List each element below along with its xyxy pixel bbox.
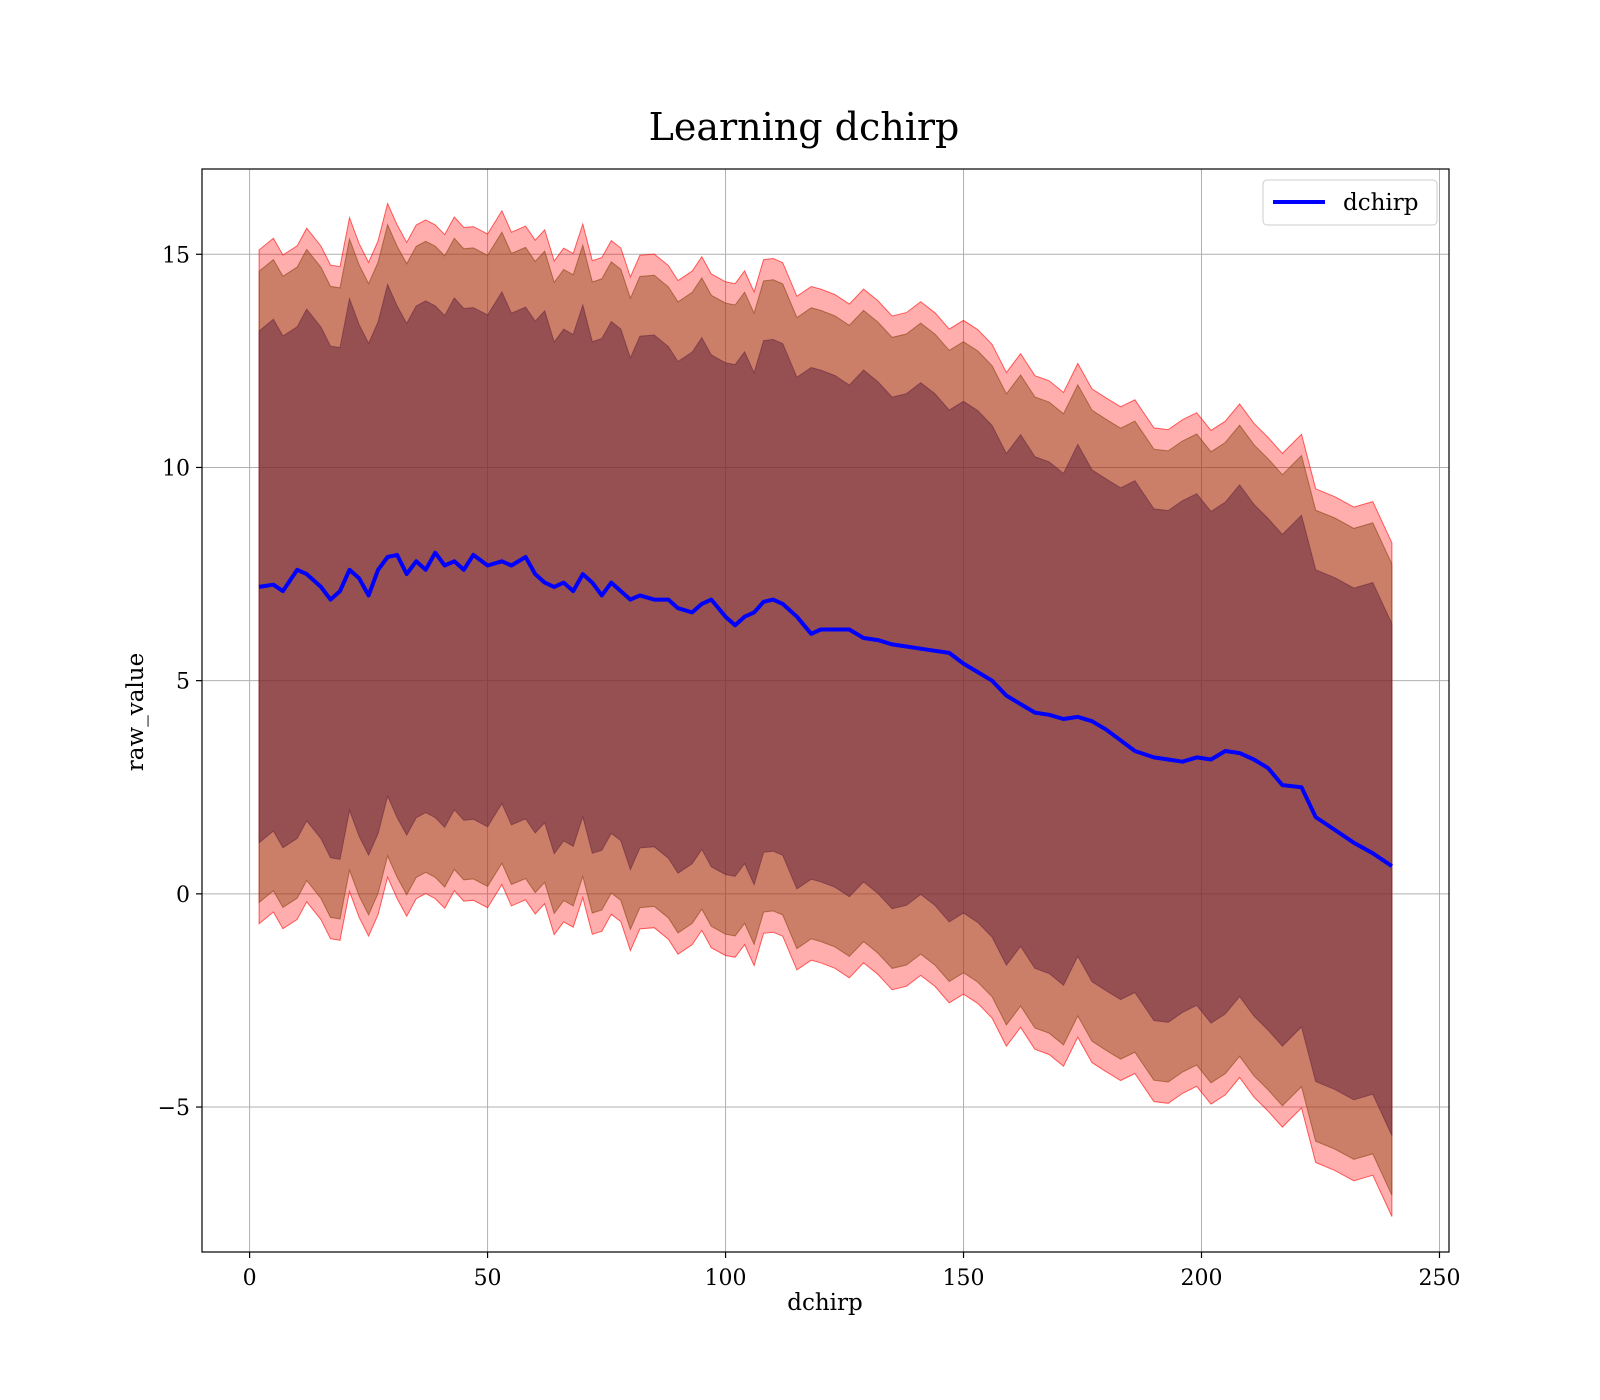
chart-title: Learning dchirp bbox=[649, 105, 960, 149]
x-tick-label-2: 100 bbox=[705, 1266, 747, 1291]
series-line-dchirp bbox=[258, 550, 1394, 868]
y-ticks: −5 0 5 10 15 bbox=[158, 243, 202, 1121]
y-tick-label-0: −5 bbox=[158, 1096, 190, 1121]
x-tick-label-1: 50 bbox=[474, 1266, 502, 1291]
y-tick-label-2: 5 bbox=[176, 670, 190, 695]
x-tick-label-5: 250 bbox=[1418, 1266, 1460, 1291]
legend: dchirp bbox=[1262, 179, 1438, 226]
legend-label: dchirp bbox=[1343, 190, 1419, 216]
y-tick-label-3: 10 bbox=[162, 456, 190, 481]
plot-frame bbox=[201, 168, 1450, 1253]
y-axis-title: raw_value bbox=[123, 653, 149, 771]
series-lines bbox=[258, 550, 1394, 868]
legend-box bbox=[1262, 179, 1438, 226]
x-ticks: 0 50 100 150 200 250 bbox=[243, 1252, 1460, 1291]
x-tick-label-3: 150 bbox=[943, 1266, 985, 1291]
y-tick-label-4: 15 bbox=[162, 243, 190, 268]
x-axis-title: dchirp bbox=[787, 1290, 863, 1316]
x-tick-label-4: 200 bbox=[1181, 1266, 1223, 1291]
y-tick-label-1: 0 bbox=[176, 883, 190, 908]
x-tick-label-0: 0 bbox=[243, 1266, 257, 1291]
uncertainty-bands bbox=[258, 201, 1393, 1217]
band-inner bbox=[258, 282, 1393, 1136]
